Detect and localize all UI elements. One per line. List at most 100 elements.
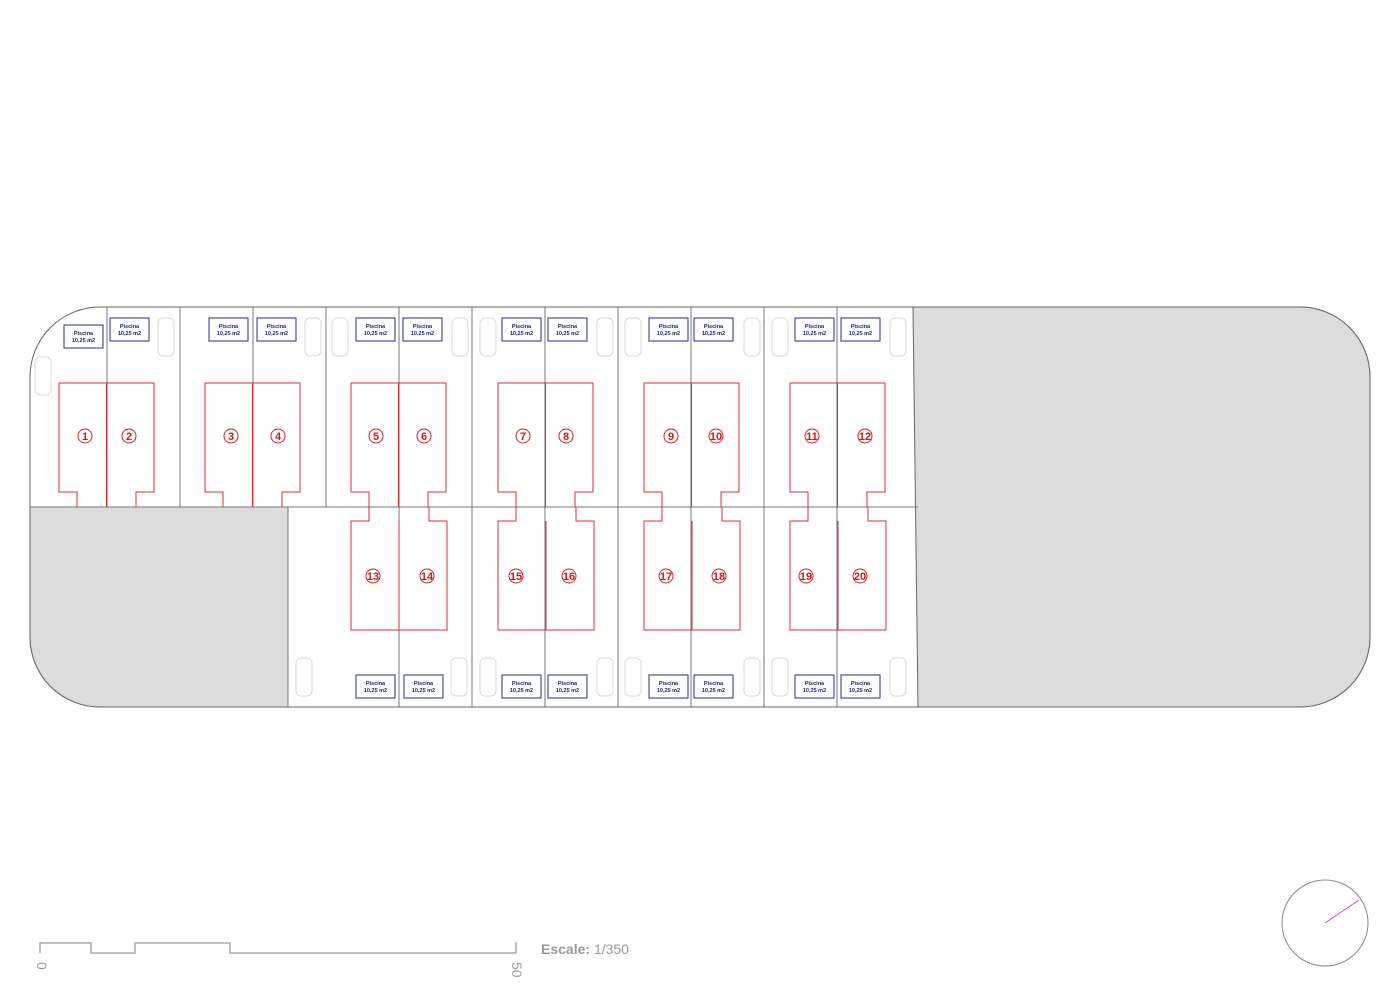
parked-car-icon bbox=[450, 657, 468, 697]
pool-area: 10,25 m2 bbox=[364, 688, 387, 694]
common-area-left bbox=[29, 506, 289, 708]
pool-box bbox=[693, 317, 734, 342]
scale-label: Escale: bbox=[541, 941, 590, 957]
lot-number: 4 bbox=[275, 431, 282, 443]
pool-area: 10,25 m2 bbox=[556, 331, 579, 337]
lot-number: 1 bbox=[82, 431, 88, 443]
parked-car-icon bbox=[771, 657, 789, 697]
pool-label: Piscina bbox=[659, 681, 679, 687]
parked-car-icon bbox=[34, 356, 52, 396]
lot-number: 5 bbox=[373, 431, 379, 443]
parked-car-icon bbox=[304, 317, 322, 357]
pool-label: Piscina bbox=[414, 681, 434, 687]
pool-label: Piscina bbox=[219, 324, 239, 330]
lot-number: 18 bbox=[713, 571, 725, 583]
pool-label: Piscina bbox=[366, 324, 386, 330]
pool-area: 10,25 m2 bbox=[510, 688, 533, 694]
parked-car-icon bbox=[624, 317, 642, 357]
pool-box bbox=[648, 317, 689, 342]
lot-number-marker bbox=[663, 428, 679, 444]
lot-number: 10 bbox=[710, 431, 722, 443]
lot-number: 20 bbox=[854, 571, 866, 583]
house-footprint bbox=[789, 382, 886, 507]
lot-number-marker bbox=[852, 568, 868, 584]
lot-number-marker bbox=[270, 428, 286, 444]
parked-car-icon bbox=[596, 317, 614, 357]
lot-number: 7 bbox=[520, 431, 526, 443]
pool-box bbox=[840, 674, 881, 699]
parked-car-icon bbox=[295, 657, 313, 697]
lot-number: 3 bbox=[228, 431, 234, 443]
pool-box bbox=[109, 317, 150, 342]
pool-label: Piscina bbox=[74, 331, 94, 337]
house-footprint bbox=[350, 382, 447, 507]
parked-car-icon bbox=[596, 657, 614, 697]
scale-value: 1/350 bbox=[594, 941, 629, 957]
parked-car-icon bbox=[157, 317, 175, 357]
pool-label: Piscina bbox=[267, 324, 287, 330]
svg-text:Escale: 1/350: Escale: 1/350 bbox=[541, 941, 629, 957]
parked-car-icon bbox=[743, 657, 761, 697]
pool-label: Piscina bbox=[512, 681, 532, 687]
pool-area: 10,25 m2 bbox=[556, 688, 579, 694]
pool-label: Piscina bbox=[558, 681, 578, 687]
pool-box bbox=[256, 317, 297, 342]
parked-car-icon bbox=[771, 317, 789, 357]
pool-box bbox=[693, 674, 734, 699]
pool-area: 10,25 m2 bbox=[411, 331, 434, 337]
pool-label: Piscina bbox=[659, 324, 679, 330]
house-footprint bbox=[789, 507, 887, 631]
lot-number-marker bbox=[368, 428, 384, 444]
pool-label: Piscina bbox=[851, 324, 871, 330]
pool-area: 10,25 m2 bbox=[412, 688, 435, 694]
parked-car-icon bbox=[331, 317, 349, 357]
house-footprint bbox=[497, 382, 594, 507]
lot-number-marker bbox=[416, 428, 432, 444]
pool-box bbox=[547, 674, 588, 699]
lot-number: 2 bbox=[126, 431, 132, 443]
pool-area: 10,25 m2 bbox=[72, 338, 95, 344]
lot-number: 19 bbox=[800, 571, 812, 583]
lot-number: 13 bbox=[367, 571, 379, 583]
pool-area: 10,25 m2 bbox=[702, 688, 725, 694]
parked-car-icon bbox=[479, 657, 497, 697]
pool-box bbox=[355, 674, 396, 699]
lot-number-marker bbox=[365, 568, 381, 584]
lot-number-marker bbox=[804, 428, 820, 444]
house-footprint bbox=[497, 507, 595, 631]
lot-number-marker bbox=[798, 568, 814, 584]
lot-number-marker bbox=[708, 428, 724, 444]
scale-end-label: 50 bbox=[509, 962, 525, 978]
lot-number: 17 bbox=[660, 571, 672, 583]
pool-label: Piscina bbox=[558, 324, 578, 330]
pool-label: Piscina bbox=[512, 324, 532, 330]
common-area-right bbox=[912, 306, 1371, 708]
pool-box bbox=[794, 317, 835, 342]
lot-number: 11 bbox=[806, 431, 818, 443]
pool-area: 10,25 m2 bbox=[510, 331, 533, 337]
house-footprint bbox=[204, 382, 301, 507]
pool-box bbox=[794, 674, 835, 699]
lot-number-marker bbox=[658, 568, 674, 584]
parked-car-icon bbox=[451, 317, 469, 357]
lot-number: 14 bbox=[421, 571, 434, 583]
parked-car-icon bbox=[889, 317, 907, 357]
pool-box bbox=[208, 317, 249, 342]
pool-area: 10,25 m2 bbox=[657, 331, 680, 337]
pool-label: Piscina bbox=[805, 681, 825, 687]
north-arrow-icon bbox=[1281, 879, 1369, 967]
pool-label: Piscina bbox=[851, 681, 871, 687]
lot-number: 12 bbox=[859, 431, 871, 443]
parked-car-icon bbox=[743, 317, 761, 357]
pool-box bbox=[840, 317, 881, 342]
pool-label: Piscina bbox=[120, 324, 140, 330]
scale-bar: 0 50 Escale: 1/350 bbox=[34, 941, 629, 978]
lot-number: 8 bbox=[563, 431, 569, 443]
pool-box bbox=[402, 317, 443, 342]
pool-label: Piscina bbox=[704, 324, 724, 330]
lot-number-marker bbox=[77, 428, 93, 444]
lot-number-marker bbox=[561, 568, 577, 584]
pool-label: Piscina bbox=[366, 681, 386, 687]
lot-number-marker bbox=[558, 428, 574, 444]
